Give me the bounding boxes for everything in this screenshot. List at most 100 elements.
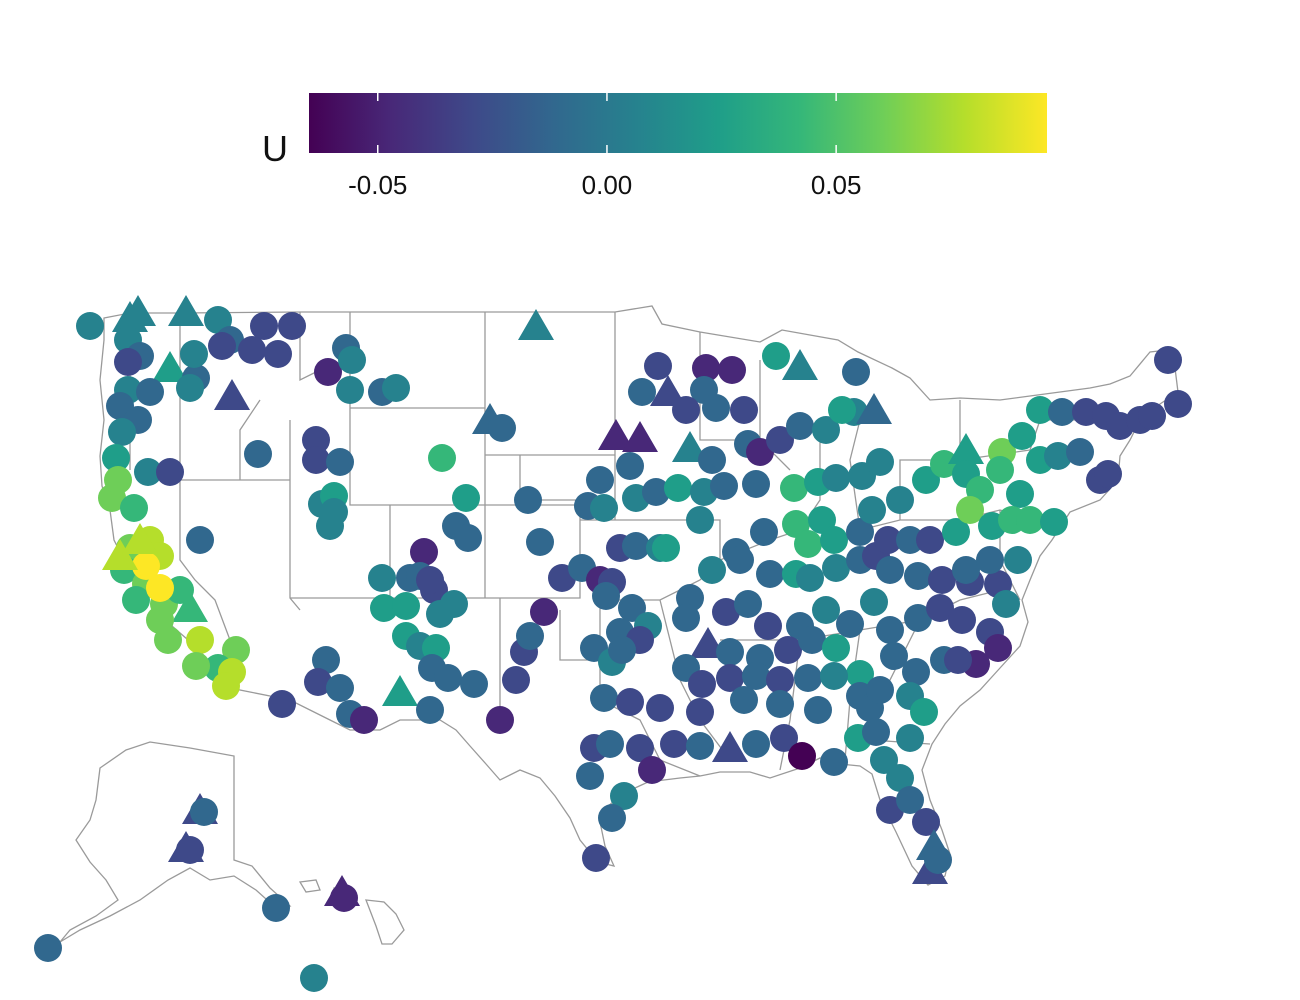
colorbar-ticks: -0.05 0.00 0.05 <box>348 93 861 200</box>
station-marker-circle <box>262 894 290 922</box>
station-marker-circle <box>428 444 456 472</box>
station-marker-circle <box>108 418 136 446</box>
station-marker-circle <box>104 466 132 494</box>
station-marker-circle <box>278 312 306 340</box>
station-marker-circle <box>910 698 938 726</box>
station-marker-circle <box>488 414 516 442</box>
station-marker-circle <box>660 730 688 758</box>
station-marker-circle <box>904 604 932 632</box>
station-marker-circle <box>860 588 888 616</box>
station-marker-circle <box>762 342 790 370</box>
station-marker-circle <box>820 662 848 690</box>
station-marker-circle <box>146 574 174 602</box>
station-marker-circle <box>742 730 770 758</box>
station-marker-circle <box>788 742 816 770</box>
station-marker-circle <box>876 616 904 644</box>
station-marker-circle <box>842 358 870 386</box>
station-marker-circle <box>502 666 530 694</box>
station-marker-circle <box>796 564 824 592</box>
station-marker-circle <box>876 556 904 584</box>
station-marker-circle <box>1008 422 1036 450</box>
station-marker-circle <box>828 396 856 424</box>
station-marker-circle <box>1164 390 1192 418</box>
station-marker-circle <box>986 456 1014 484</box>
station-marker-circle <box>866 448 894 476</box>
station-marker-circle <box>576 762 604 790</box>
station-marker-circle <box>956 496 984 524</box>
station-marker-circle <box>992 590 1020 618</box>
station-marker-circle <box>102 444 130 472</box>
station-marker-circle <box>208 332 236 360</box>
station-marker-circle <box>774 636 802 664</box>
station-marker-circle <box>646 694 674 722</box>
station-marker-circle <box>822 634 850 662</box>
station-marker-circle <box>688 670 716 698</box>
station-marker-circle <box>638 756 666 784</box>
station-marker-circle <box>862 718 890 746</box>
station-marker-circle <box>222 636 250 664</box>
station-marker-triangle <box>168 295 204 326</box>
station-marker-circle <box>902 658 930 686</box>
colorbar-gradient <box>309 93 1047 153</box>
station-marker-circle <box>1016 506 1044 534</box>
station-marker-circle <box>820 526 848 554</box>
station-marker-circle <box>652 534 680 562</box>
station-marker-circle <box>750 518 778 546</box>
station-marker-circle <box>312 646 340 674</box>
station-marker-circle <box>1040 508 1068 536</box>
station-marker-circle <box>880 642 908 670</box>
station-marker-circle <box>904 562 932 590</box>
station-marker-circle <box>698 446 726 474</box>
station-marker-circle <box>530 598 558 626</box>
station-marker-circle <box>786 412 814 440</box>
station-marker-circle <box>608 636 636 664</box>
station-marker-circle <box>916 526 944 554</box>
station-marker-circle <box>132 552 160 580</box>
station-marker-circle <box>742 662 770 690</box>
station-marker-triangle <box>102 539 138 570</box>
station-marker-circle <box>622 532 650 560</box>
station-marker-circle <box>886 486 914 514</box>
station-marker-triangle <box>172 591 208 622</box>
station-marker-circle <box>628 378 656 406</box>
station-marker-circle <box>710 472 738 500</box>
station-marker-circle <box>452 484 480 512</box>
station-marker-triangle <box>650 375 686 406</box>
station-marker-circle <box>952 556 980 584</box>
station-marker-circle <box>264 340 292 368</box>
station-marker-circle <box>136 378 164 406</box>
station-marker-circle <box>726 546 754 574</box>
station-marker-circle <box>730 686 758 714</box>
station-marker-circle <box>212 672 240 700</box>
station-marker-circle <box>34 934 62 962</box>
station-marker-circle <box>616 688 644 716</box>
station-marker-circle <box>672 396 700 424</box>
station-marker-circle <box>114 348 142 376</box>
station-marker-circle <box>912 466 940 494</box>
station-marker-circle <box>642 478 670 506</box>
station-marker-circle <box>304 668 332 696</box>
station-marker-triangle <box>120 295 156 326</box>
station-marker-circle <box>326 448 354 476</box>
station-marker-circle <box>316 512 344 540</box>
station-marker-triangle <box>214 379 250 410</box>
station-marker-circle <box>586 466 614 494</box>
colorbar: -0.05 0.00 0.05 <box>309 93 1047 200</box>
station-marker-circle <box>370 594 398 622</box>
station-marker-circle <box>434 664 462 692</box>
station-marker-circle <box>176 836 204 864</box>
station-marker-triangle <box>672 431 708 462</box>
station-marker-circle <box>1006 480 1034 508</box>
station-marker-circle <box>930 450 958 478</box>
station-marker-circle <box>426 600 454 628</box>
station-marker-circle <box>686 506 714 534</box>
station-marker-triangle <box>782 349 818 380</box>
station-marker-circle <box>836 610 864 638</box>
station-marker-circle <box>180 340 208 368</box>
station-marker-circle <box>686 732 714 760</box>
station-marker-triangle <box>948 433 984 464</box>
station-marker-circle <box>794 664 822 692</box>
station-marker-circle <box>1048 398 1076 426</box>
station-marker-circle <box>514 486 542 514</box>
